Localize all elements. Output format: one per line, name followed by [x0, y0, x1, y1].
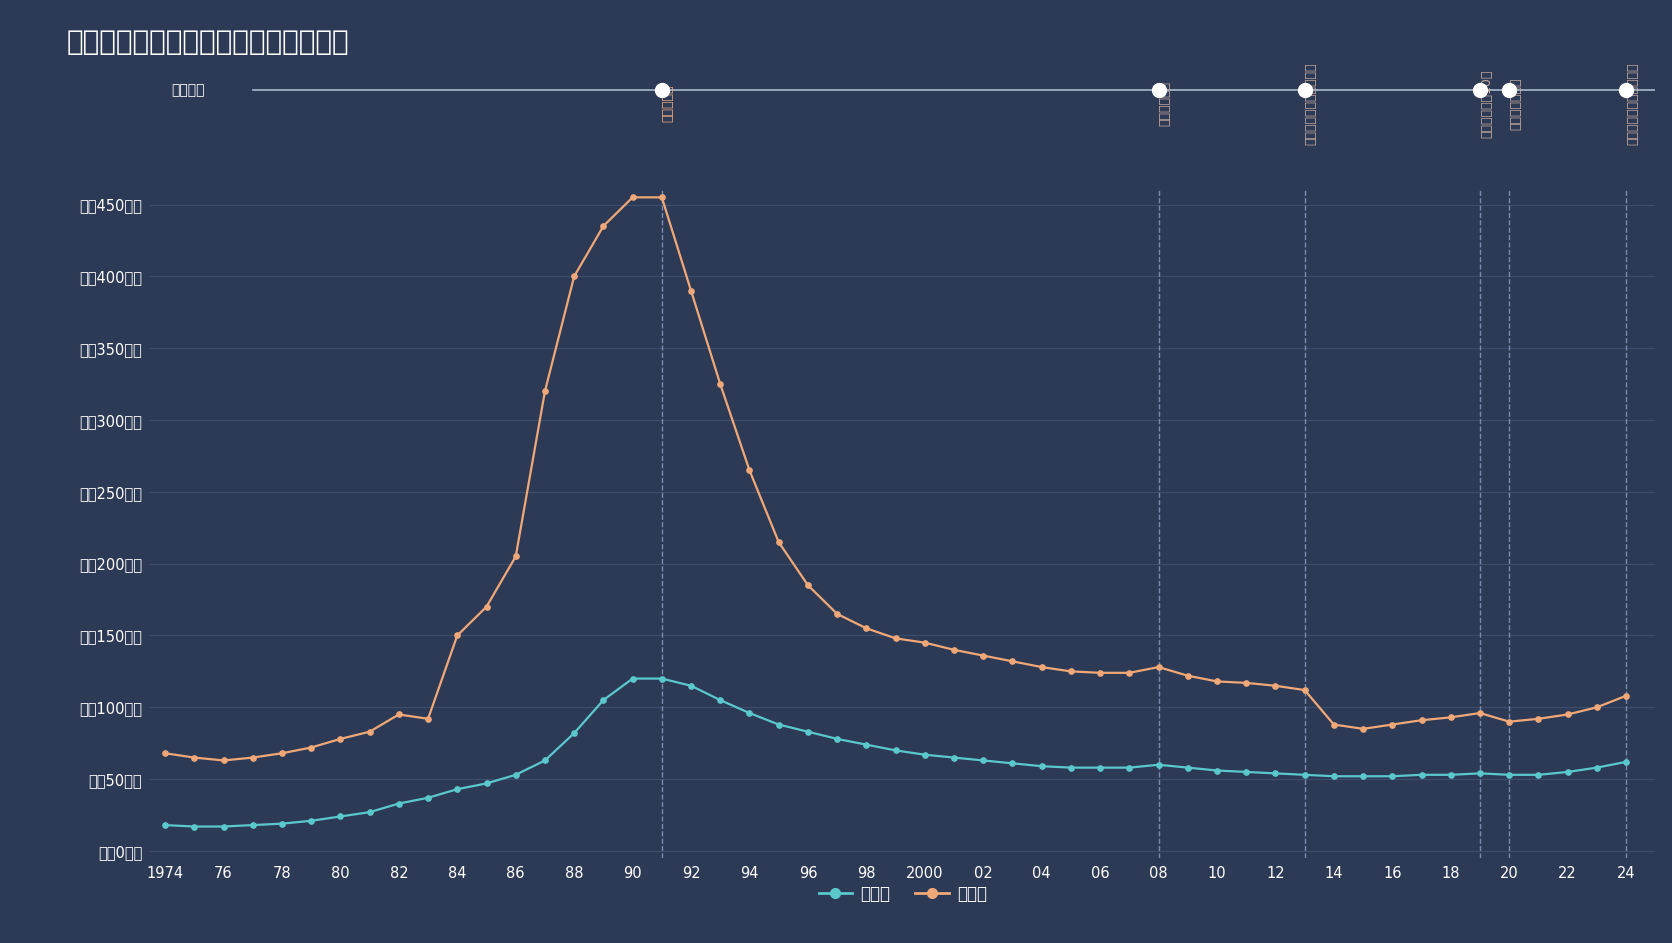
- Text: 横浜市旭区　土地価格の推移（平均）: 横浜市旭区 土地価格の推移（平均）: [67, 28, 349, 57]
- Text: 増税　消費税10％: 増税 消費税10％: [1480, 69, 1493, 138]
- Text: 日銀　　異次元金融緩和: 日銀 異次元金融緩和: [1304, 62, 1318, 144]
- Text: 日銀　　異次元緩和終了: 日銀 異次元緩和終了: [1627, 62, 1639, 144]
- Text: 世界金融危機: 世界金融危機: [1159, 81, 1172, 125]
- Text: コロナ感染拡大: コロナ感染拡大: [1510, 77, 1522, 129]
- Text: 経済年表: 経済年表: [171, 83, 204, 97]
- Legend: 住宅地, 商業地: 住宅地, 商業地: [813, 879, 993, 910]
- Text: バブル崩壊: バブル崩壊: [662, 85, 675, 122]
